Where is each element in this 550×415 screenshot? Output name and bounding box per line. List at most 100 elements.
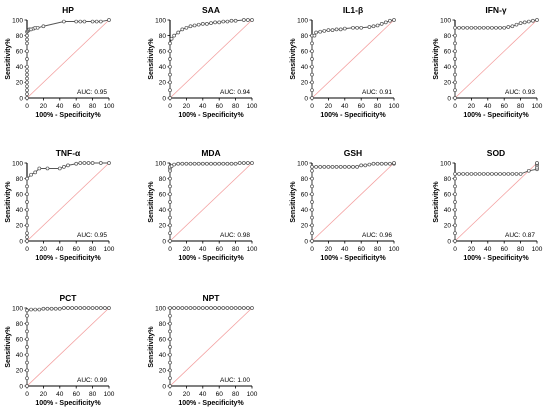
y-tick-label: 80 [301, 176, 309, 183]
roc-point [310, 200, 314, 204]
roc-point [367, 162, 372, 167]
y-tick-label: 0 [447, 95, 451, 102]
roc-point [494, 172, 498, 176]
roc-point [318, 165, 323, 169]
y-tick-label: 40 [301, 64, 309, 71]
roc-point [168, 96, 172, 100]
roc-point [25, 184, 29, 189]
roc-curve [311, 19, 395, 98]
y-tick-label: 100 [440, 160, 451, 167]
roc-point [213, 306, 217, 310]
roc-point [310, 207, 314, 212]
roc-point [314, 30, 318, 35]
x-tick-label: 100 [104, 246, 115, 253]
roc-point [510, 172, 515, 176]
roc-point [221, 161, 226, 166]
roc-point [250, 18, 254, 22]
roc-point [469, 172, 474, 176]
roc-point [103, 306, 107, 310]
roc-point [192, 161, 197, 166]
x-axis-label: 100% - Specificity% [35, 112, 101, 119]
roc-point [351, 25, 355, 30]
roc-point [246, 161, 250, 165]
auc-annotation: AUC: 0.95 [77, 232, 107, 239]
y-axis-label: Sensitivity% [5, 326, 12, 368]
roc-point [168, 215, 172, 220]
x-tick-label: 0 [25, 246, 29, 253]
roc-point [25, 308, 29, 313]
roc-point [379, 22, 384, 26]
x-tick-label: 60 [501, 246, 509, 253]
roc-point [168, 368, 172, 373]
roc-point [25, 345, 29, 349]
panel-title: TNF-α [56, 148, 81, 158]
roc-point [184, 25, 189, 30]
y-tick-label: 80 [16, 33, 24, 40]
roc-point [168, 72, 172, 77]
roc-point [90, 161, 95, 165]
y-tick-label: 20 [16, 368, 24, 375]
y-tick-label: 0 [304, 95, 308, 102]
roc-point [168, 184, 172, 189]
roc-point [485, 25, 490, 30]
y-axis-label: Sensitivity% [433, 181, 440, 223]
roc-point [453, 41, 457, 46]
x-tick-label: 60 [73, 246, 81, 253]
y-tick-label: 20 [16, 223, 24, 230]
roc-point [29, 172, 33, 177]
roc-point [363, 163, 368, 168]
x-tick-label: 40 [199, 391, 207, 398]
auc-annotation: AUC: 0.98 [220, 232, 250, 239]
roc-point [25, 215, 29, 220]
x-tick-label: 80 [89, 103, 97, 110]
roc-point [241, 161, 246, 165]
x-tick-label: 40 [484, 103, 492, 110]
auc-annotation: AUC: 0.93 [505, 89, 535, 96]
roc-point [233, 306, 238, 310]
roc-point [188, 306, 193, 310]
x-tick-label: 100 [247, 391, 258, 398]
y-axis-label: Sensitivity% [433, 38, 440, 80]
panel-title: PCT [60, 293, 78, 303]
x-tick-label: 80 [89, 246, 97, 253]
roc-point [53, 306, 58, 311]
x-tick-label: 60 [216, 246, 224, 253]
roc-point [25, 88, 29, 93]
roc-point [502, 25, 507, 30]
roc-point [205, 306, 209, 310]
x-tick-label: 80 [374, 103, 382, 110]
auc-annotation: AUC: 0.99 [77, 377, 107, 384]
y-tick-label: 60 [16, 337, 24, 344]
reference-diagonal [311, 19, 395, 99]
roc-point [490, 25, 494, 30]
roc-point [176, 30, 181, 35]
roc-point [25, 337, 29, 342]
roc-point [453, 223, 457, 228]
roc-point [375, 23, 380, 28]
roc-point [383, 20, 388, 25]
panel-title: SAA [202, 5, 220, 15]
roc-point [490, 172, 494, 176]
x-tick-label: 0 [168, 246, 172, 253]
roc-point [25, 80, 29, 85]
roc-point [526, 19, 531, 24]
roc-point [334, 27, 339, 32]
roc-point [176, 161, 181, 166]
roc-point [310, 168, 314, 173]
roc-point [241, 306, 246, 310]
roc-point [196, 306, 201, 310]
roc-point [481, 25, 486, 30]
roc-point [477, 172, 482, 176]
roc-point [74, 306, 79, 310]
x-tick-label: 100 [532, 103, 543, 110]
roc-point [25, 329, 29, 334]
y-tick-label: 60 [16, 192, 24, 199]
roc-point [217, 20, 222, 25]
reference-diagonal [169, 162, 253, 242]
roc-point [318, 29, 323, 34]
panel-title: HP [62, 5, 74, 15]
roc-point [225, 161, 230, 166]
y-tick-label: 80 [159, 176, 167, 183]
